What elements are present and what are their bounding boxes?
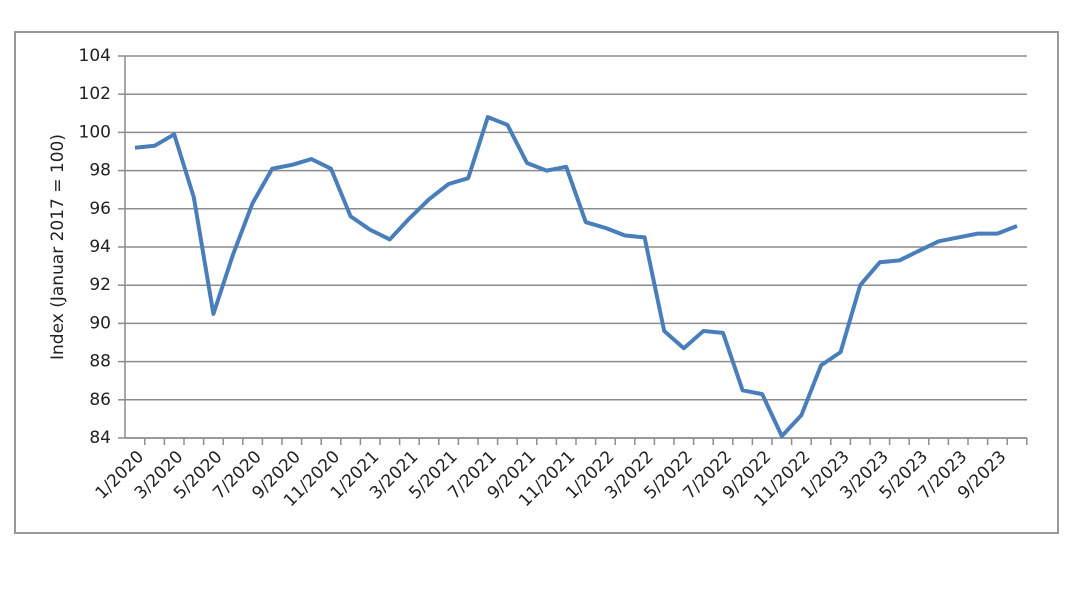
y-tick-label: 96	[89, 199, 111, 219]
y-tick-label: 100	[79, 122, 111, 142]
line	[134, 115, 1018, 439]
chart-frame	[14, 31, 1059, 534]
y-tick-label: 104	[79, 46, 111, 66]
y-tick-label: 94	[89, 237, 111, 257]
y-tick-label: 98	[89, 161, 111, 181]
y-tick-label: 102	[79, 84, 111, 104]
y-tick-label: 90	[89, 313, 111, 333]
y-tick-label: 92	[89, 275, 111, 295]
y-tick-label: 88	[89, 352, 111, 372]
y-tick-label: 86	[89, 390, 111, 410]
y-axis-label: Index (Januar 2017 = 100)	[48, 134, 68, 360]
y-tick-label: 84	[89, 428, 111, 448]
